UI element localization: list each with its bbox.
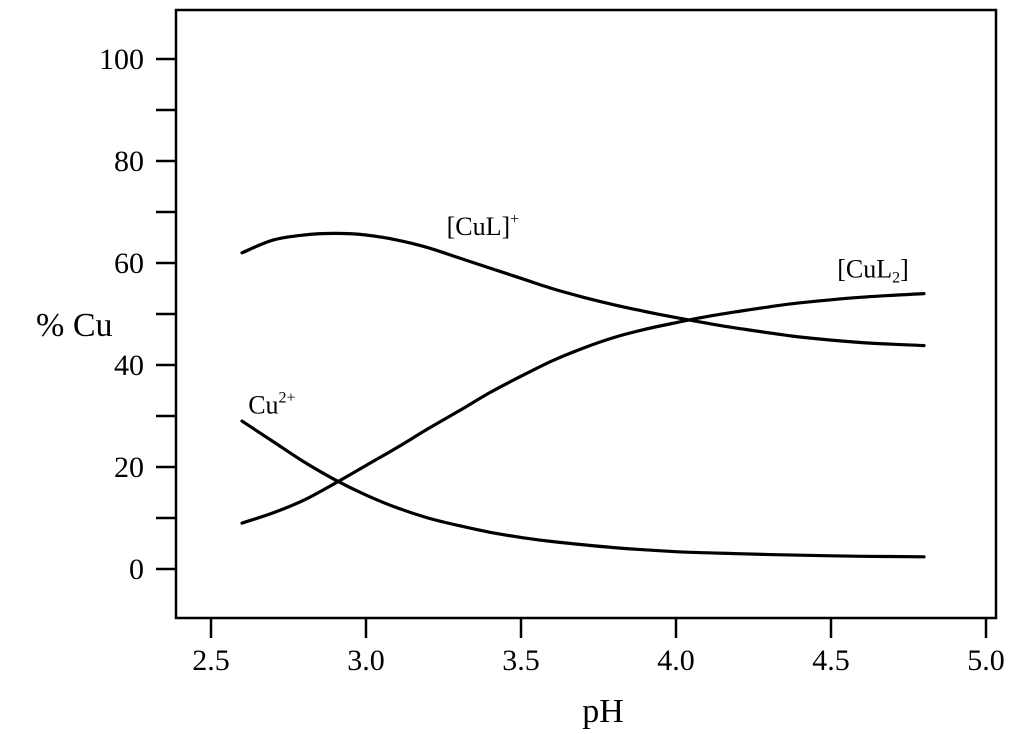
x-axis-title: pH bbox=[582, 693, 624, 730]
x-tick-label: 4.5 bbox=[812, 644, 850, 677]
y-axis-title: % Cu bbox=[36, 307, 113, 344]
x-tick-label: 5.0 bbox=[967, 644, 1005, 677]
cul2-label: [CuL2] bbox=[837, 254, 909, 286]
x-tick-label: 2.5 bbox=[192, 644, 230, 677]
x-tick-label: 3.5 bbox=[502, 644, 540, 677]
x-tick-label: 4.0 bbox=[657, 644, 695, 677]
cu2-line bbox=[240, 419, 926, 559]
y-tick-label: 40 bbox=[114, 349, 144, 382]
y-tick-label: 60 bbox=[114, 247, 144, 280]
series-labels: Cu2+ [CuL]+ [CuL2] bbox=[248, 211, 909, 420]
x-axis: 2.5 3.0 3.5 4.0 4.5 5.0 bbox=[192, 618, 1005, 677]
cul-line bbox=[240, 231, 926, 348]
x-tick-label: 3.0 bbox=[347, 644, 385, 677]
series-lines bbox=[240, 231, 926, 559]
cul-label: [CuL]+ bbox=[447, 211, 520, 241]
y-tick-label: 0 bbox=[129, 553, 144, 586]
y-axis: 0 20 40 60 80 100 bbox=[99, 43, 176, 586]
cul2-line bbox=[240, 292, 926, 525]
y-tick-label: 20 bbox=[114, 451, 144, 484]
y-tick-label: 80 bbox=[114, 145, 144, 178]
cu2-label: Cu2+ bbox=[248, 389, 295, 419]
y-tick-label: 100 bbox=[99, 43, 144, 76]
plot-frame bbox=[174, 8, 998, 620]
